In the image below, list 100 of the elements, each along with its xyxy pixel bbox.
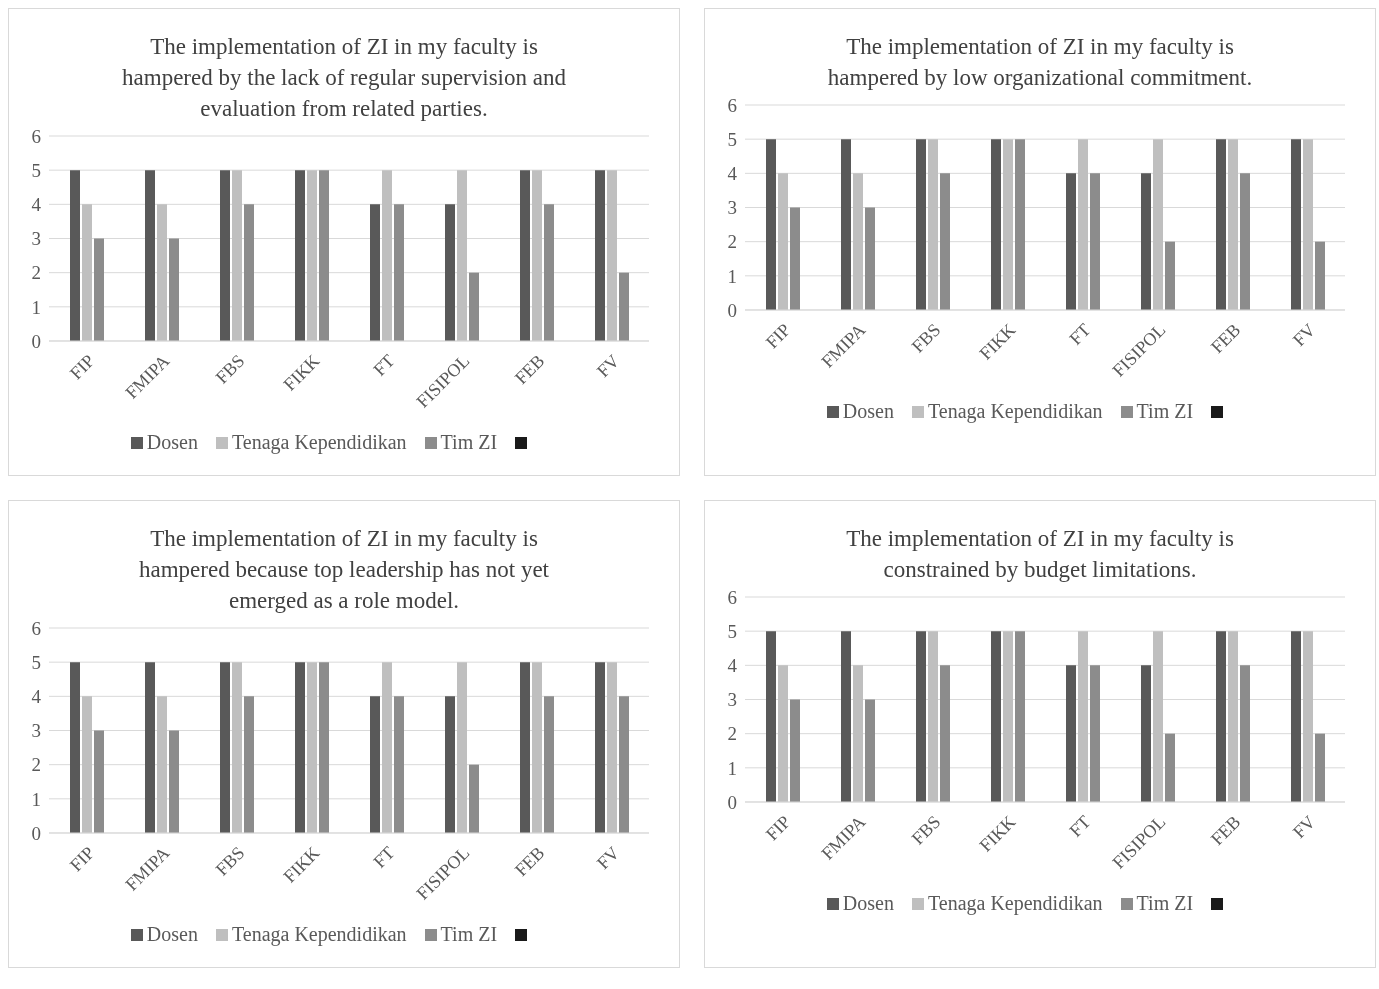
- bar: [1015, 631, 1025, 802]
- bar: [1090, 173, 1100, 310]
- bar: [169, 238, 179, 341]
- bar: [82, 696, 92, 833]
- bar: [94, 730, 104, 833]
- x-tick-label: FIP: [65, 842, 99, 876]
- legend-label: Tim ZI: [1136, 892, 1194, 915]
- x-tick-label: FV: [592, 842, 624, 874]
- bar: [766, 139, 776, 310]
- bar: [865, 699, 875, 802]
- bar: [520, 662, 530, 833]
- bar: [370, 204, 380, 341]
- bar: [445, 204, 455, 341]
- bar: [865, 207, 875, 310]
- y-tick-label: 0: [31, 330, 41, 352]
- bar: [469, 272, 479, 341]
- bar: [1291, 139, 1301, 310]
- bar: [1153, 139, 1163, 310]
- bar: [1015, 139, 1025, 310]
- chart-title: The implementation of ZI in my faculty is hampered by the lack of regular supervision and evaluation from related parties.: [121, 33, 567, 123]
- y-tick-label: 5: [727, 128, 737, 150]
- bar: [1141, 665, 1151, 802]
- bar: [778, 665, 788, 802]
- bar: [145, 662, 155, 833]
- bar: [1228, 631, 1238, 802]
- bar: [394, 204, 404, 341]
- y-tick-label: 0: [727, 299, 737, 321]
- bar: [1141, 173, 1151, 310]
- bar: [319, 662, 329, 833]
- bar: [1315, 733, 1325, 802]
- bar: [790, 699, 800, 802]
- x-tick-label: FT: [1065, 319, 1095, 349]
- x-tick-label: FBS: [907, 319, 945, 357]
- bar: [928, 139, 938, 310]
- y-tick-label: 2: [31, 262, 41, 284]
- bar: [220, 170, 230, 341]
- bar: [1003, 631, 1013, 802]
- bar: [1216, 631, 1226, 802]
- legend-label: Tim ZI: [440, 923, 498, 946]
- bar: [232, 170, 242, 341]
- bar: [607, 170, 617, 341]
- bar: [232, 662, 242, 833]
- bar: [778, 173, 788, 310]
- legend-label: Dosen: [146, 923, 198, 946]
- bar: [319, 170, 329, 341]
- bar: [595, 662, 605, 833]
- bar: [307, 662, 317, 833]
- bar: [853, 665, 863, 802]
- bar: [244, 204, 254, 341]
- x-tick-label: FT: [369, 350, 399, 380]
- x-tick-label: FV: [1288, 811, 1320, 843]
- x-tick-label: FBS: [211, 350, 249, 388]
- bar: [469, 764, 479, 833]
- y-tick-label: 3: [31, 720, 41, 742]
- bar: [1066, 665, 1076, 802]
- bar: [1240, 665, 1250, 802]
- bar: [766, 631, 776, 802]
- bar: [841, 631, 851, 802]
- legend-label: Tenaga Kependidikan: [927, 400, 1103, 423]
- bar: [1315, 241, 1325, 310]
- x-tick-label: FT: [1065, 811, 1095, 841]
- bar: [520, 170, 530, 341]
- y-tick-label: 5: [727, 620, 737, 642]
- chart-title: The implementation of ZI in my faculty is hampered because top leadership has not yet emerged as a role model.: [138, 525, 550, 615]
- bar: [991, 631, 1001, 802]
- bar: [940, 665, 950, 802]
- bar: [382, 170, 392, 341]
- y-tick-label: 1: [727, 265, 737, 287]
- bar: [1303, 139, 1313, 310]
- bar: [544, 696, 554, 833]
- bar: [382, 662, 392, 833]
- bar: [1066, 173, 1076, 310]
- y-tick-label: 1: [31, 788, 41, 810]
- bar: [445, 696, 455, 833]
- bar: [619, 696, 629, 833]
- bar: [928, 631, 938, 802]
- y-tick-label: 3: [31, 228, 41, 250]
- y-tick-label: 4: [727, 655, 738, 677]
- bar: [244, 696, 254, 833]
- y-tick-label: 0: [727, 791, 737, 813]
- bar: [853, 173, 863, 310]
- bar: [841, 139, 851, 310]
- y-tick-label: 5: [31, 651, 41, 673]
- x-tick-label: FV: [592, 350, 624, 382]
- y-tick-label: 2: [727, 231, 737, 253]
- bar: [307, 170, 317, 341]
- chart-title: The implementation of ZI in my faculty is hampered by low organizational commitment.: [826, 33, 1254, 92]
- bar: [1216, 139, 1226, 310]
- y-tick-label: 0: [31, 822, 41, 844]
- y-tick-label: 6: [727, 94, 737, 116]
- y-tick-label: 6: [31, 125, 41, 147]
- bar: [1078, 139, 1088, 310]
- bar: [532, 662, 542, 833]
- bar: [595, 170, 605, 341]
- bar: [532, 170, 542, 341]
- y-tick-label: 2: [31, 754, 41, 776]
- bar: [991, 139, 1001, 310]
- x-tick-label: FT: [369, 842, 399, 872]
- x-tick-label: FEB: [1206, 319, 1245, 358]
- y-tick-label: 6: [31, 617, 41, 639]
